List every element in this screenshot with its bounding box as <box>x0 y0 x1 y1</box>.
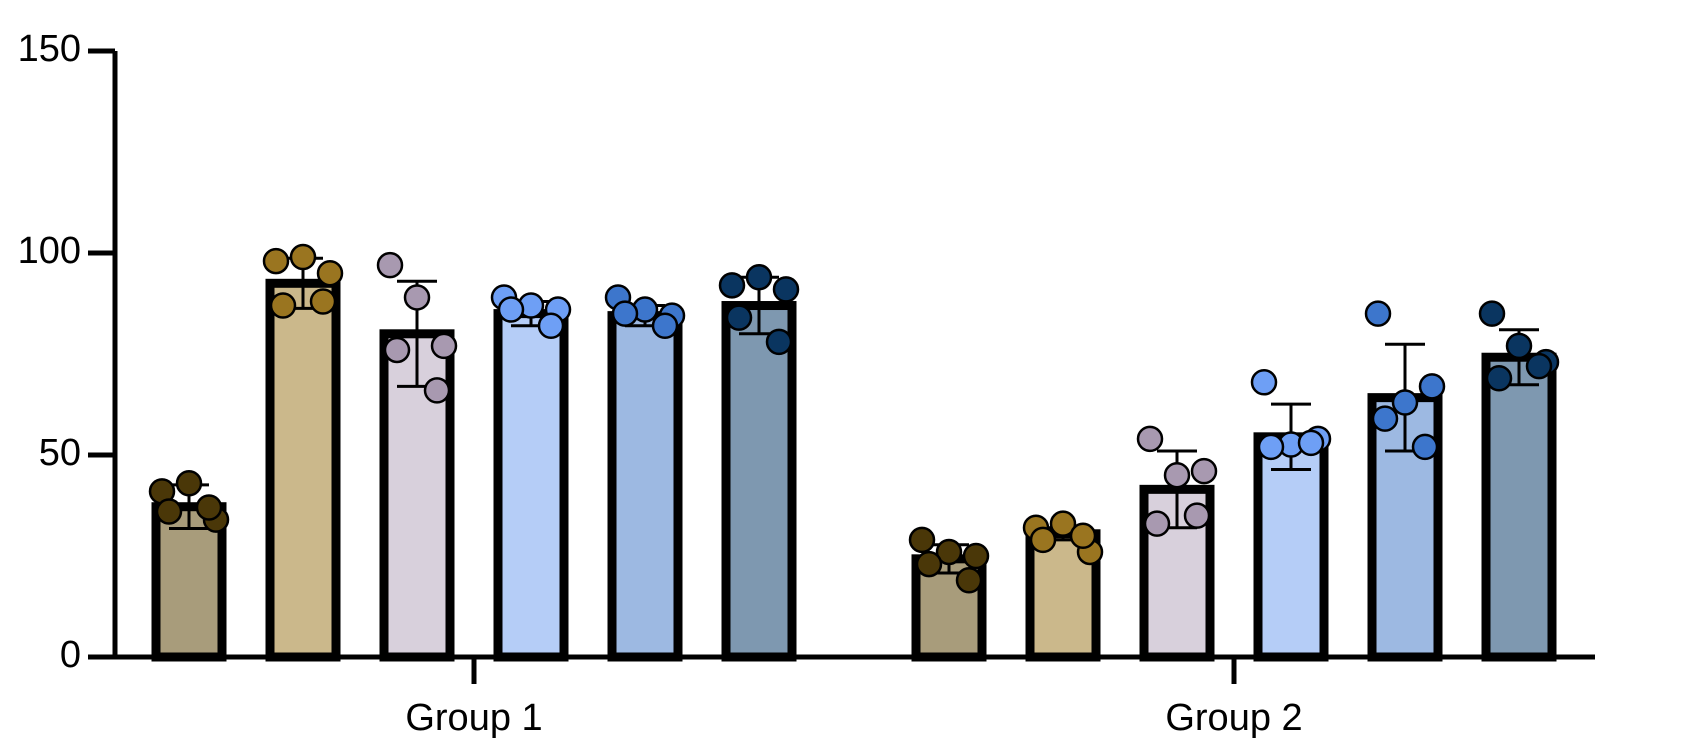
data-point <box>175 470 203 497</box>
data-point <box>772 276 800 303</box>
data-point <box>915 550 943 578</box>
data-point <box>1163 461 1191 489</box>
data-point <box>651 312 679 339</box>
data-point <box>1183 502 1211 529</box>
y-tick-label: 50 <box>39 432 81 474</box>
data-point <box>745 263 773 291</box>
x-tick-label: Group 2 <box>1165 697 1302 739</box>
bar <box>607 311 683 662</box>
data-point <box>1391 389 1419 416</box>
data-point <box>1136 425 1164 453</box>
data-point <box>908 526 936 554</box>
bar <box>265 278 341 662</box>
data-point <box>1069 522 1097 550</box>
data-point <box>1257 433 1285 461</box>
data-point <box>423 377 451 404</box>
data-point <box>725 304 753 331</box>
data-point <box>403 284 431 311</box>
data-point <box>765 328 793 356</box>
data-point <box>718 272 746 299</box>
data-point <box>1478 300 1506 327</box>
data-point <box>195 494 223 521</box>
data-point <box>1364 300 1392 327</box>
data-point <box>430 332 458 360</box>
data-point <box>1250 369 1278 396</box>
data-point <box>155 498 183 525</box>
y-tick-label: 0 <box>60 634 81 676</box>
data-point <box>262 247 290 275</box>
data-point <box>1411 433 1439 461</box>
data-point <box>1371 405 1399 432</box>
x-tick-label: Group 1 <box>405 697 542 739</box>
data-point <box>935 538 963 566</box>
data-point <box>269 292 297 319</box>
data-point <box>1049 510 1077 537</box>
data-point <box>497 296 525 323</box>
data-point <box>955 566 983 594</box>
data-point <box>376 251 404 279</box>
data-point <box>1418 373 1446 400</box>
data-point <box>309 288 337 315</box>
data-point <box>537 312 565 339</box>
data-point <box>383 336 411 364</box>
data-point <box>962 542 990 570</box>
bar <box>1253 432 1329 662</box>
data-point <box>1485 364 1513 392</box>
data-point <box>1143 510 1171 537</box>
data-point <box>289 243 317 271</box>
data-point <box>1505 332 1533 360</box>
data-point <box>611 300 639 327</box>
data-point <box>1525 352 1553 380</box>
bar <box>493 309 569 662</box>
bar <box>721 301 797 662</box>
y-tick-label: 150 <box>18 28 81 70</box>
data-point <box>316 259 344 287</box>
data-point <box>1029 526 1057 554</box>
data-point <box>1190 457 1218 485</box>
bar <box>1481 352 1557 662</box>
data-point <box>1297 429 1325 457</box>
y-tick-label: 100 <box>18 230 81 272</box>
